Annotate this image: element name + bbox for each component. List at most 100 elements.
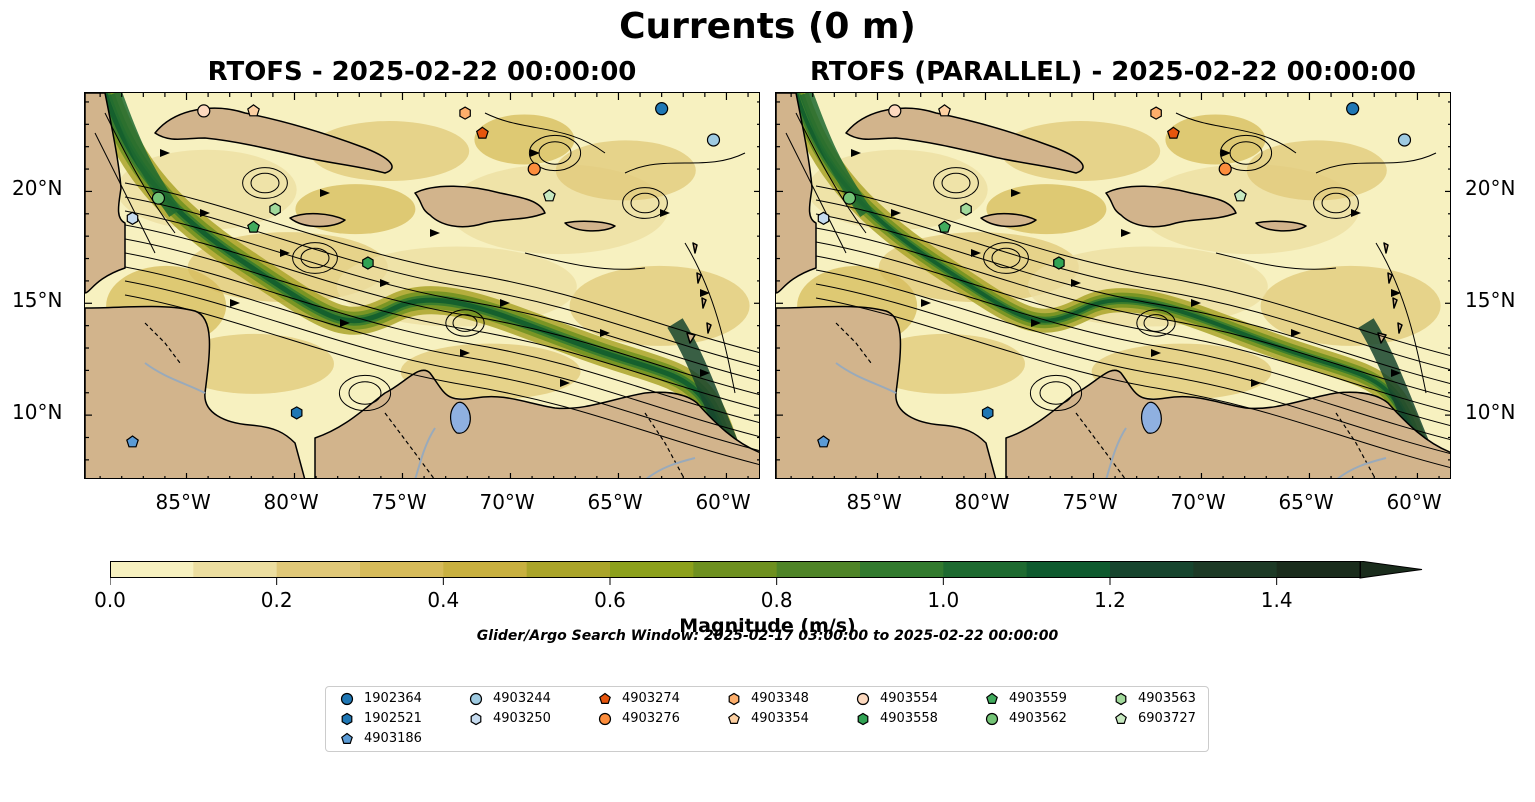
legend-item-4903562: 4903562	[985, 711, 1067, 726]
circle-icon	[340, 692, 354, 705]
legend-item-4903558: 4903558	[856, 711, 938, 726]
lat-label-20n-left: 20°N	[12, 176, 63, 200]
float-marker-1902521	[290, 406, 303, 420]
lon-label: 75°W	[371, 490, 427, 514]
circle-icon	[856, 692, 870, 705]
float-marker-4903348	[1150, 106, 1162, 120]
legend-item-4903276: 4903276	[598, 711, 680, 726]
colorbar-tick-label: 0.4	[427, 588, 460, 612]
legend-label: 1902364	[364, 691, 422, 706]
colorbar-segment	[860, 561, 944, 578]
lon-label: 60°W	[695, 490, 751, 514]
legend-label: 4903563	[1138, 691, 1196, 706]
float-markers	[126, 102, 721, 448]
lon-label: 70°W	[479, 490, 535, 514]
float-marker-4903558	[362, 256, 374, 270]
legend-label: 4903562	[1009, 711, 1067, 726]
float-marker-4903554	[888, 104, 902, 118]
lon-label: 80°W	[263, 490, 319, 514]
colorbar-tick-label: 1.2	[1094, 588, 1126, 612]
legend-item-4903554: 4903554	[856, 691, 938, 706]
float-marker-4903250	[126, 211, 139, 225]
colorbar-segment	[526, 561, 611, 578]
legend-label: 4903274	[622, 691, 680, 706]
float-marker-4903274	[1166, 126, 1180, 139]
colorbar-segment	[276, 561, 361, 578]
float-marker-4903186	[817, 435, 830, 448]
float-marker-4903558	[1053, 256, 1065, 270]
colorbar	[109, 560, 1430, 591]
float-marker-4903559	[938, 220, 951, 233]
legend-item-4903354: 4903354	[727, 711, 809, 726]
lake-maracaibo	[1141, 401, 1162, 434]
figure-title: Currents (0 m)	[619, 6, 916, 47]
colorbar-segment	[693, 561, 778, 578]
hexagon-icon	[1115, 692, 1127, 705]
legend-item-6903727: 6903727	[1114, 711, 1196, 726]
pentagon-icon	[728, 712, 740, 724]
legend-item-4903559: 4903559	[985, 691, 1067, 706]
colorbar-segment	[776, 561, 861, 578]
colorbar-tick-label: 1.4	[1260, 588, 1293, 612]
legend-item-4903348: 4903348	[727, 691, 809, 706]
colorbar-segment	[1026, 561, 1111, 578]
colorbar-tick-label: 1.0	[927, 588, 960, 612]
float-marker-1902521	[981, 406, 994, 420]
map-panel-rtofs-parallel[interactable]	[775, 92, 1451, 479]
colorbar-segment	[193, 561, 278, 578]
legend-item-1902364: 1902364	[340, 691, 422, 706]
hexagon-icon	[341, 712, 353, 725]
lake-maracaibo	[450, 401, 471, 434]
float-marker-4903559	[247, 220, 260, 233]
panel-title-rtofs-parallel: RTOFS (PARALLEL) - 2025-02-22 00:00:00	[810, 57, 1416, 87]
colorbar-segment	[360, 561, 444, 578]
lat-label-10n-left: 10°N	[12, 400, 63, 424]
float-marker-4903554	[197, 104, 211, 118]
legend-label: 4903348	[751, 691, 809, 706]
lon-label: 70°W	[1170, 490, 1226, 514]
lat-label-10n-right: 10°N	[1465, 400, 1516, 424]
float-marker-4903250	[817, 211, 830, 225]
legend-label: 6903727	[1138, 711, 1196, 726]
colorbar-label: Magnitude (m/s)	[679, 615, 856, 637]
float-marker-4903244	[706, 133, 721, 147]
colorbar-segment	[1110, 561, 1194, 578]
float-marker-4903563	[269, 202, 281, 216]
float-marker-4903244	[1397, 133, 1412, 147]
colorbar-tick-label: 0.6	[594, 588, 626, 612]
colorbar-segment	[1276, 561, 1361, 578]
pentagon-icon	[341, 732, 353, 744]
hexagon-icon	[857, 712, 869, 725]
legend-label: 4903558	[880, 711, 938, 726]
float-marker-4903354	[247, 104, 260, 117]
legend-item-4903563: 4903563	[1114, 691, 1196, 706]
colorbar-segment	[110, 561, 194, 578]
legend-item-4903250: 4903250	[469, 711, 551, 726]
legend-label: 1902521	[364, 711, 422, 726]
colorbar-segment	[610, 561, 694, 578]
lon-label: 75°W	[1062, 490, 1118, 514]
streamlines	[94, 112, 759, 465]
legend-item-4903186: 4903186	[340, 731, 422, 746]
legend-label: 4903276	[622, 711, 680, 726]
legend-label: 4903244	[493, 691, 551, 706]
legend-label: 4903554	[880, 691, 938, 706]
pentagon-icon	[1115, 712, 1127, 724]
lat-label-20n-right: 20°N	[1465, 176, 1516, 200]
float-marker-4903276	[1218, 162, 1232, 176]
circle-icon	[598, 712, 612, 725]
colorbar-segment	[443, 561, 528, 578]
float-legend: 1902364 1902521 4903186 4903244 4903250 49032…	[325, 686, 1209, 752]
float-marker-1902364	[655, 102, 669, 116]
colorbar-tick-label: 0.8	[760, 588, 793, 612]
float-marker-4903274	[475, 126, 489, 139]
search-window-text: Glider/Argo Search Window: 2025-02-17 03…	[476, 628, 1059, 644]
land	[776, 93, 1450, 478]
map-panel-rtofs[interactable]	[84, 92, 760, 479]
lon-label: 65°W	[587, 490, 643, 514]
hexagon-icon	[470, 712, 482, 725]
lon-label: 85°W	[155, 490, 211, 514]
float-marker-4903563	[960, 202, 972, 216]
colorbar-tick-label: 0.0	[94, 588, 126, 612]
lon-label: 60°W	[1386, 490, 1442, 514]
